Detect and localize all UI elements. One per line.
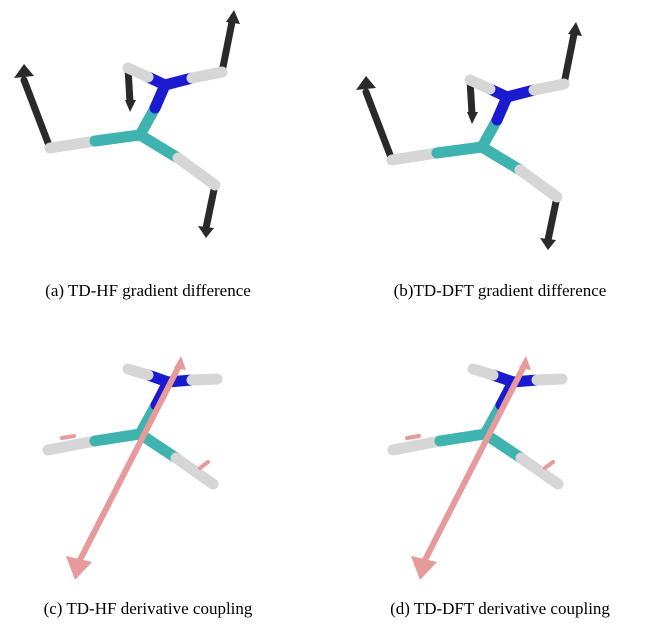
caption: (b)TD-DFT gradient difference	[394, 281, 607, 300]
molecule	[356, 22, 582, 250]
molecule	[14, 10, 240, 238]
caption: (a) TD-HF gradient difference	[45, 281, 251, 300]
figure: (a) TD-HF gradient difference (b)TD-DFT …	[0, 0, 647, 626]
molecule	[48, 356, 217, 580]
molecule	[393, 356, 562, 580]
caption: (c) TD-HF derivative coupling	[44, 599, 253, 618]
caption: (d) TD-DFT derivative coupling	[390, 599, 610, 618]
